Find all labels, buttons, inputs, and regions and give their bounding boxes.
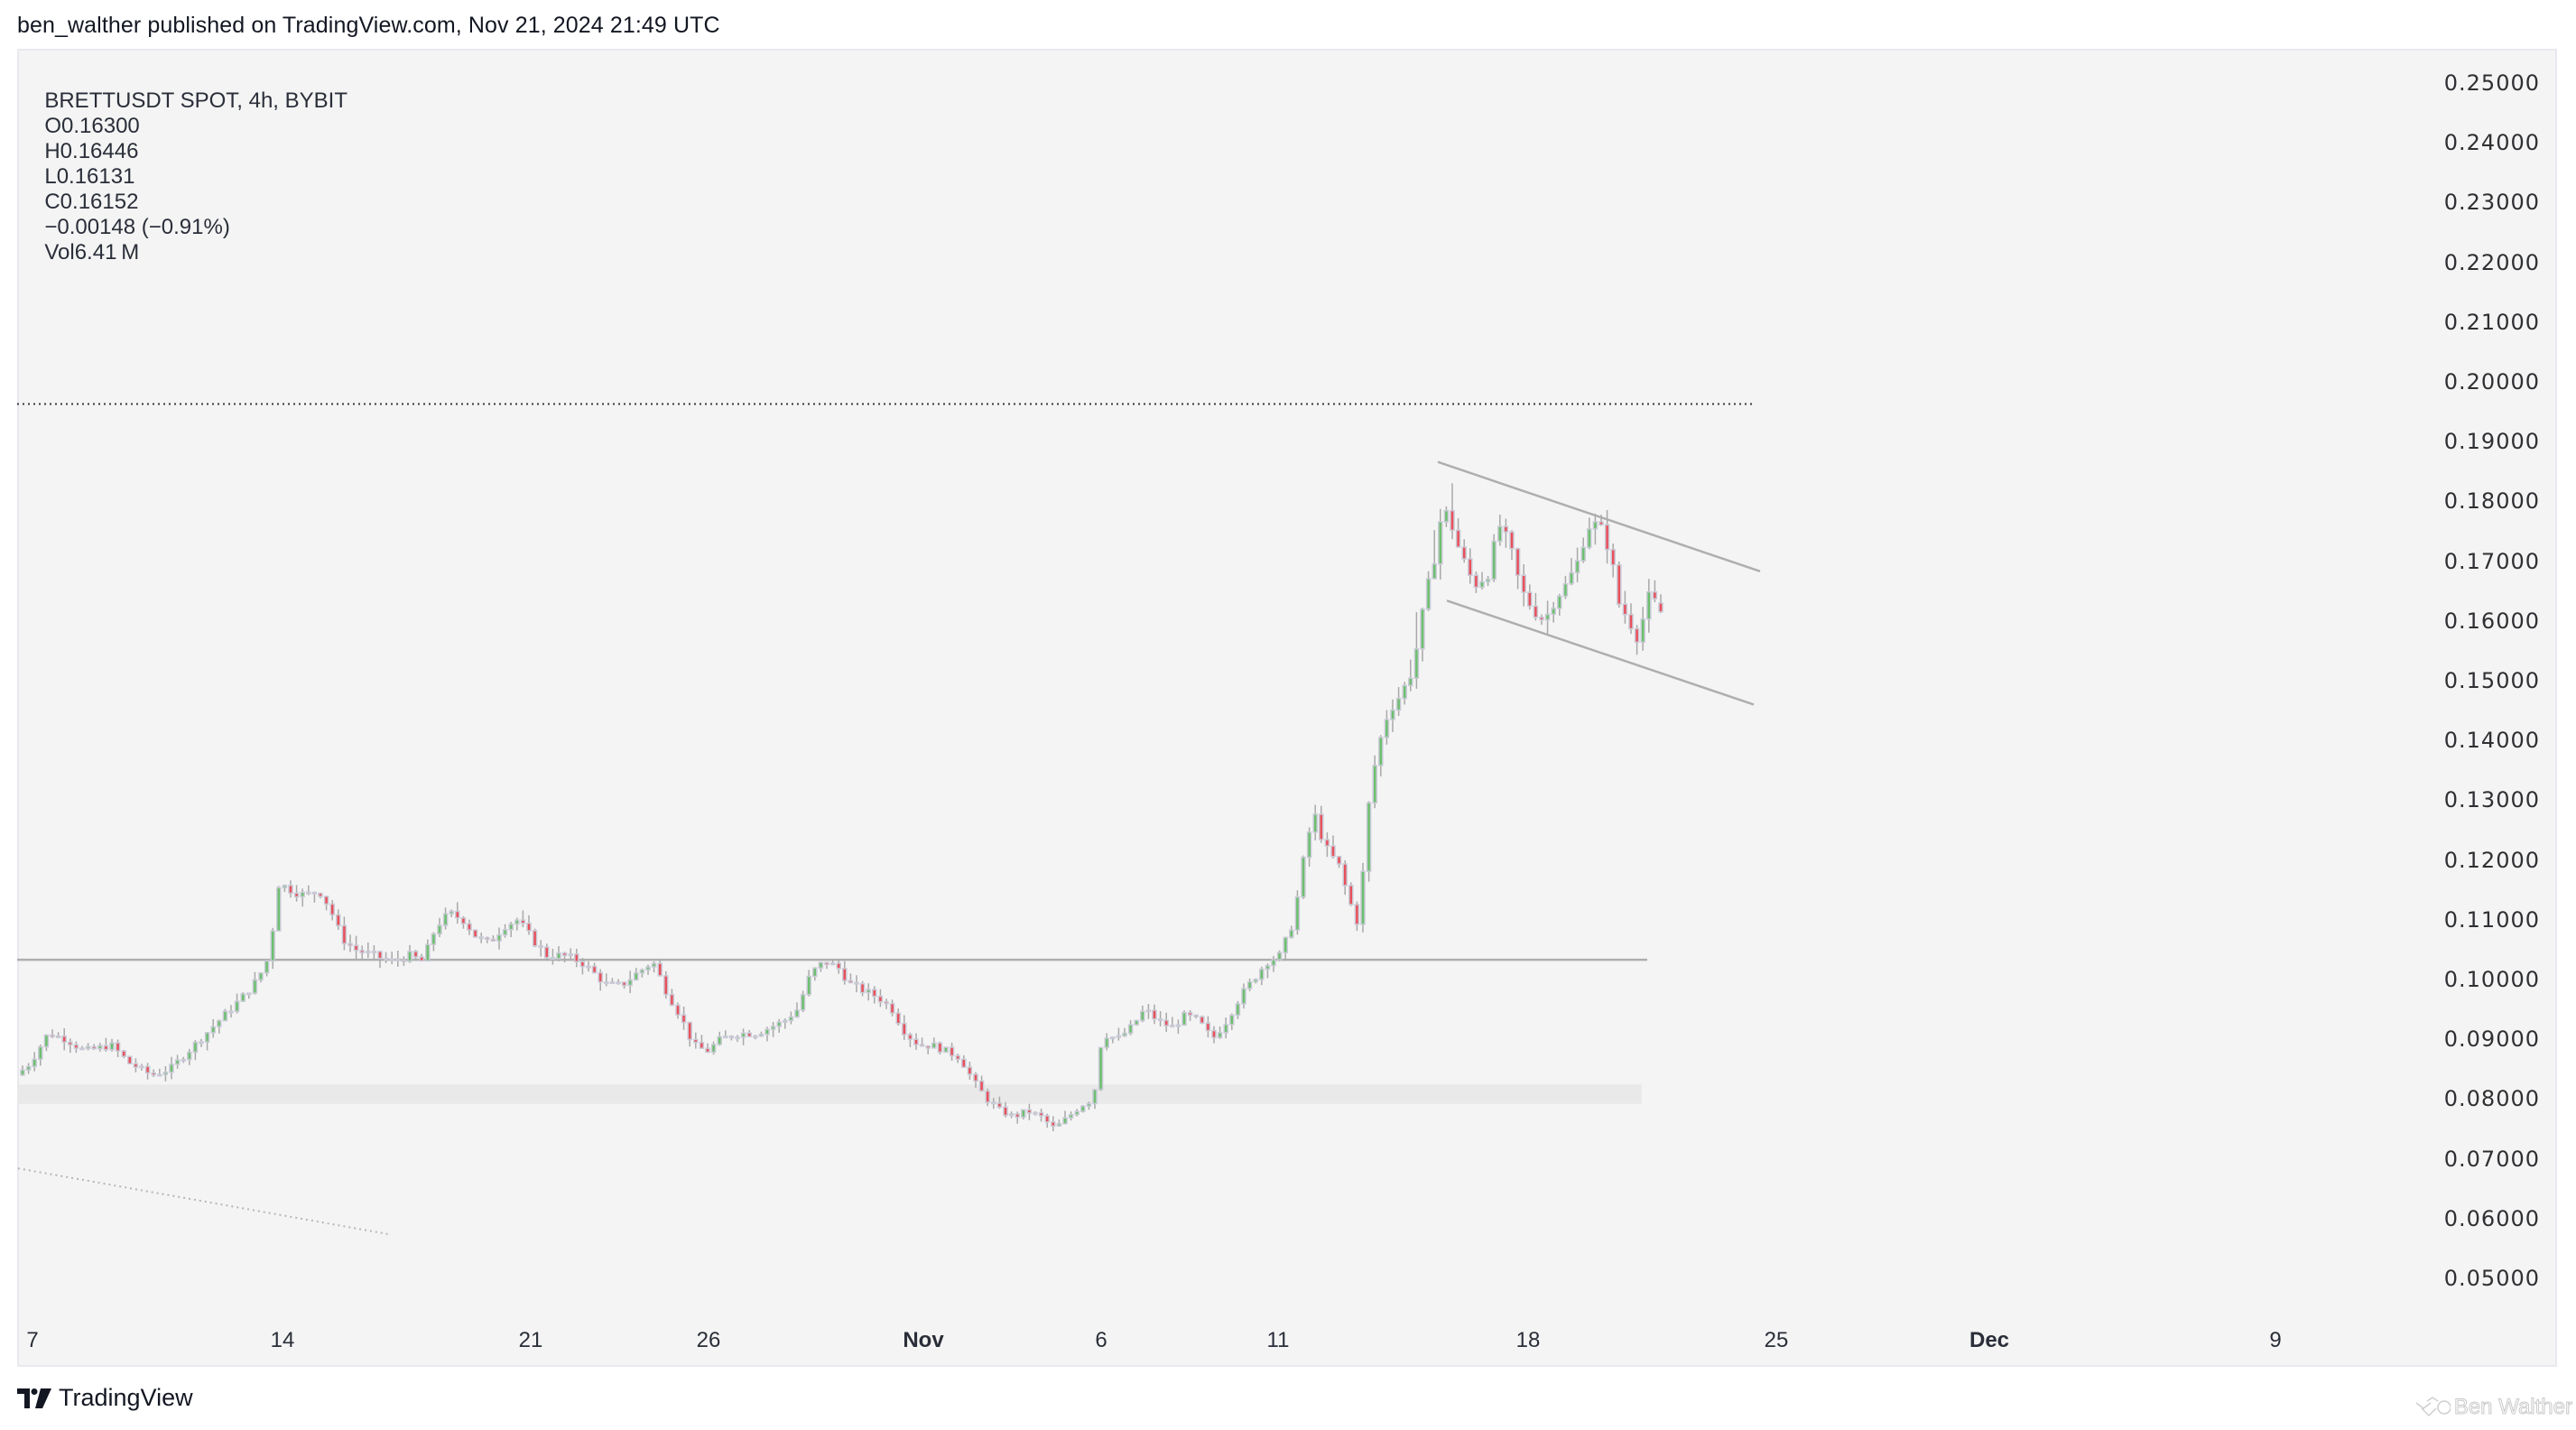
price-tick-label: 0.13000 [2443,787,2540,813]
channel-lower-line[interactable] [1446,599,1755,706]
author-watermark: Ben Walther [2414,1395,2573,1420]
price-tick-label: 0.22000 [2443,249,2540,275]
chart-pane[interactable] [17,49,2557,1367]
close-value: C0.16152 [44,190,139,214]
price-tick-label: 0.12000 [2443,847,2540,873]
price-tick-label: 0.24000 [2443,130,2540,156]
price-tick-label: 0.07000 [2443,1146,2540,1172]
time-tick-label: 6 [1095,1328,1107,1352]
support-zone[interactable] [17,1084,1642,1104]
high-value: H0.16446 [44,139,139,163]
watermark-label: Ben Walther [2453,1395,2572,1420]
open-value: O0.16300 [44,114,140,138]
symbol-name[interactable]: BRETTUSDT SPOT, 4h, BYBIT [44,88,347,113]
price-tick-label: 0.19000 [2443,429,2540,455]
price-tick-label: 0.08000 [2443,1086,2540,1112]
price-tick-label: 0.15000 [2443,668,2540,693]
candles [20,483,1663,1132]
time-tick-label: 9 [2269,1328,2282,1352]
watermark-logo-icon [2415,1397,2451,1417]
price-tick-label: 0.11000 [2443,906,2540,933]
tradingview-brand[interactable]: TradingView [17,1384,193,1412]
price-tick-label: 0.14000 [2443,728,2540,754]
channel-upper-line[interactable] [1437,460,1761,573]
low-value: L0.16131 [44,164,135,189]
price-tick-label: 0.25000 [2443,70,2540,96]
price-tick-label: 0.23000 [2443,190,2540,216]
trend-dotted-line[interactable] [17,1167,389,1235]
time-tick-label: 26 [696,1328,721,1352]
volume-value: Vol6.41 M [44,240,140,265]
time-tick-label: 18 [1515,1328,1541,1352]
time-tick-label: 11 [1266,1328,1290,1352]
price-tick-label: 0.20000 [2443,369,2540,395]
time-tick-label: 21 [518,1328,543,1352]
price-tick-label: 0.18000 [2443,488,2540,515]
symbol-legend: BRETTUSDT SPOT, 4h, BYBIT O0.16300 H0.16… [32,63,360,265]
price-tick-label: 0.06000 [2443,1205,2540,1231]
brand-label: TradingView [59,1384,193,1411]
price-tick-label: 0.16000 [2443,608,2540,634]
price-tick-label: 0.21000 [2443,309,2540,335]
change-value: −0.00148 (−0.91%) [44,215,230,239]
price-tick-label: 0.10000 [2443,967,2540,992]
price-tick-label: 0.17000 [2443,548,2540,574]
price-tick-label: 0.05000 [2443,1266,2540,1291]
publisher-line: ben_walther published on TradingView.com… [17,13,720,38]
time-tick-label: 7 [26,1328,39,1352]
price-tick-label: 0.09000 [2443,1026,2540,1053]
time-tick-label: 14 [270,1328,295,1352]
time-tick-label: Nov [903,1328,944,1352]
tradingview-logo-icon [17,1388,51,1408]
time-tick-label: Dec [1969,1328,2010,1352]
time-tick-label: 25 [1764,1328,1789,1352]
